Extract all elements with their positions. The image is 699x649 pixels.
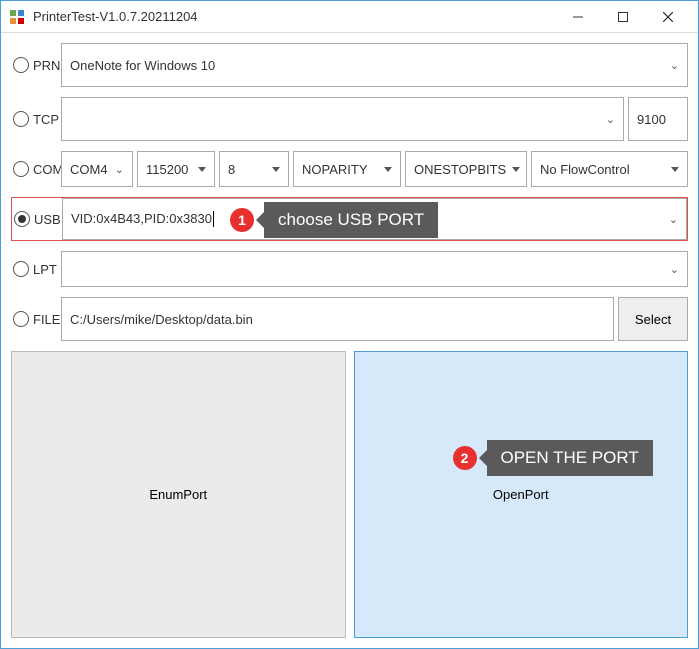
text-caret — [213, 211, 214, 227]
prn-label: PRN — [33, 58, 60, 73]
lpt-dropdown[interactable]: ⌄ — [61, 251, 688, 287]
com-parity-value: NOPARITY — [302, 162, 368, 177]
app-icon — [9, 9, 25, 25]
chevron-down-icon — [272, 167, 280, 172]
chevron-down-icon — [198, 167, 206, 172]
maximize-button[interactable] — [600, 2, 645, 32]
file-radio[interactable] — [13, 311, 29, 327]
tcp-host-dropdown[interactable]: ⌄ — [61, 97, 624, 141]
tcp-label-group[interactable]: TCP — [11, 97, 61, 141]
callout-2-num: 2 — [453, 446, 477, 470]
tcp-label: TCP — [33, 112, 59, 127]
tcp-radio[interactable] — [13, 111, 29, 127]
window-controls — [555, 2, 690, 32]
row-tcp: TCP ⌄ 9100 — [11, 97, 688, 141]
lpt-label-group[interactable]: LPT — [11, 251, 61, 287]
prn-dropdown[interactable]: OneNote for Windows 10 ⌄ — [61, 43, 688, 87]
callout-2-text: OPEN THE PORT — [487, 440, 653, 476]
file-path-value: C:/Users/mike/Desktop/data.bin — [70, 312, 253, 327]
com-stopbits-value: ONESTOPBITS — [414, 162, 506, 177]
callout-2: 2 OPEN THE PORT — [453, 440, 653, 476]
prn-value: OneNote for Windows 10 — [70, 58, 215, 73]
file-label: FILE — [33, 312, 60, 327]
content-area: PRN OneNote for Windows 10 ⌄ TCP ⌄ — [1, 33, 698, 648]
chevron-down-icon — [384, 167, 392, 172]
panels: EnumPort OpenPort 2 OPEN THE PORT — [11, 351, 688, 638]
com-baud-dropdown[interactable]: 115200 — [137, 151, 215, 187]
chevron-down-icon — [512, 167, 520, 172]
callout-1-num: 1 — [230, 208, 254, 232]
com-radio[interactable] — [13, 161, 29, 177]
enumport-button[interactable]: EnumPort — [11, 351, 346, 638]
row-prn: PRN OneNote for Windows 10 ⌄ — [11, 43, 688, 87]
com-port-dropdown[interactable]: COM4 ⌄ — [61, 151, 133, 187]
usb-radio[interactable] — [14, 211, 30, 227]
usb-value: VID:0x4B43,PID:0x3830 — [71, 211, 214, 228]
openport-label: OpenPort — [493, 487, 549, 502]
usb-label-group[interactable]: USB — [12, 198, 62, 240]
chevron-down-icon — [671, 167, 679, 172]
enumport-label: EnumPort — [149, 487, 207, 502]
callout-1-text: choose USB PORT — [264, 202, 438, 238]
com-parity-dropdown[interactable]: NOPARITY — [293, 151, 401, 187]
chevron-down-icon: ⌄ — [670, 59, 679, 72]
row-usb: USB VID:0x4B43,PID:0x3830 ⌄ 1 choose USB… — [11, 197, 688, 241]
file-select-button[interactable]: Select — [618, 297, 688, 341]
tcp-port-value: 9100 — [637, 112, 666, 127]
openport-button[interactable]: OpenPort 2 OPEN THE PORT — [354, 351, 689, 638]
tcp-port-input[interactable]: 9100 — [628, 97, 688, 141]
chevron-down-icon: ⌄ — [606, 113, 615, 126]
file-path-input[interactable]: C:/Users/mike/Desktop/data.bin — [61, 297, 614, 341]
app-window: PrinterTest-V1.0.7.20211204 PRN OneNote … — [0, 0, 699, 649]
chevron-down-icon: ⌄ — [670, 263, 679, 276]
com-baud-value: 115200 — [146, 162, 188, 177]
row-com: COM COM4 ⌄ 115200 8 NOPARITY — [11, 151, 688, 187]
chevron-down-icon: ⌄ — [115, 163, 124, 176]
close-button[interactable] — [645, 2, 690, 32]
com-stopbits-dropdown[interactable]: ONESTOPBITS — [405, 151, 527, 187]
window-title: PrinterTest-V1.0.7.20211204 — [33, 9, 555, 24]
row-file: FILE C:/Users/mike/Desktop/data.bin Sele… — [11, 297, 688, 341]
com-databits-value: 8 — [228, 162, 235, 177]
row-lpt: LPT ⌄ — [11, 251, 688, 287]
callout-1: 1 choose USB PORT — [230, 202, 438, 238]
file-select-label: Select — [635, 312, 671, 327]
com-flow-value: No FlowControl — [540, 162, 630, 177]
titlebar: PrinterTest-V1.0.7.20211204 — [1, 1, 698, 33]
file-label-group[interactable]: FILE — [11, 297, 61, 341]
lpt-label: LPT — [33, 262, 57, 277]
minimize-button[interactable] — [555, 2, 600, 32]
chevron-down-icon: ⌄ — [669, 213, 678, 226]
prn-radio[interactable] — [13, 57, 29, 73]
usb-label: USB — [34, 212, 61, 227]
com-port-value: COM4 — [70, 162, 108, 177]
com-label: COM — [33, 162, 63, 177]
com-label-group[interactable]: COM — [11, 151, 61, 187]
prn-label-group[interactable]: PRN — [11, 43, 61, 87]
com-databits-dropdown[interactable]: 8 — [219, 151, 289, 187]
lpt-radio[interactable] — [13, 261, 29, 277]
com-flow-dropdown[interactable]: No FlowControl — [531, 151, 688, 187]
